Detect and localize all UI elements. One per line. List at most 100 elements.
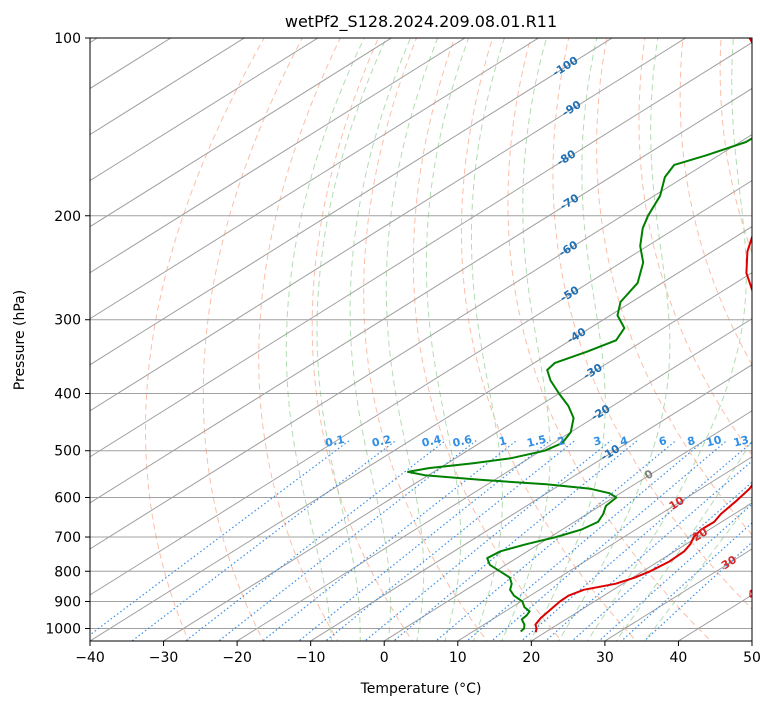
mixing-ratio-line [620,522,752,641]
x-tick-label: 30 [596,650,614,666]
isotherm [90,38,540,320]
x-tick-label: −10 [296,650,326,666]
dry-adiabats [145,38,752,641]
isotherm [90,226,752,641]
mixing-ratio-line [643,541,752,641]
y-tick-label: 400 [54,387,81,403]
mixing-ratio-line [434,439,677,641]
dry-adiabat [460,38,637,641]
moist-adiabat [285,38,365,641]
mixing-ratio-label: 1 [498,434,508,448]
temperature-profile [534,38,752,633]
dry-adiabat [202,38,303,641]
mixing-ratio-lines [90,439,752,641]
mixing-ratio-label: 1.5 [526,433,548,450]
isotherm [162,272,752,641]
moist-adiabat [425,38,470,641]
x-tick-label: −30 [149,650,179,666]
isotherm [90,133,752,550]
x-axis-ticks: −40 −30 −20 −10 0 10 20 30 40 50 [75,641,761,666]
isotherm [90,38,319,182]
y-tick-label: 300 [54,313,81,329]
mixing-ratio-line [297,439,551,641]
isotherm [90,38,466,274]
dry-adiabat [311,38,414,641]
isotherm [90,38,393,228]
y-tick-label: 200 [54,209,81,225]
mixing-ratio-labels: 0.10.20.40.611.52346810131620253036 [324,433,750,450]
mixing-ratio-label: 0.1 [324,433,346,450]
plot-frame [89,37,753,642]
chart-title: wetPf2_S128.2024.209.08.01.R11 [285,12,557,32]
mixing-ratio-line [130,439,397,641]
mixing-ratio-label: 6 [657,434,668,449]
isotherm [90,87,752,504]
dry-adiabat [363,38,488,641]
y-tick-label: 700 [54,530,81,546]
profile-series [407,38,752,633]
x-tick-label: 20 [522,650,540,666]
mixing-ratio-label: 0.2 [371,433,393,450]
dry-adiabat [145,38,265,641]
x-tick-label: 40 [670,650,688,666]
plot-area: -100-90-80-70-60-50-40-30-20-10010203040… [90,38,765,641]
dry-adiabat [412,38,563,641]
y-axis-ticks: 1000 900 800 700 600 500 400 300 200 100 [45,31,90,637]
mixing-ratio-label: 2 [556,434,566,448]
dewpoint-profile [407,137,752,633]
mixing-ratio-line [90,439,351,636]
x-tick-label: −40 [75,650,105,666]
isotherm [530,502,752,641]
isotherm [456,456,752,641]
isotherm [236,318,752,641]
dry-adiabat [258,38,341,641]
y-tick-label: 900 [54,594,81,610]
y-tick-label: 600 [54,490,81,506]
isotherm [90,180,752,596]
isotherm [90,38,246,136]
mixing-ratio-label: 8 [686,434,697,448]
x-tick-label: 10 [449,650,467,666]
x-tick-label: 0 [380,650,389,666]
dry-adiabat [596,38,752,536]
y-tick-label: 800 [54,564,81,580]
mixing-ratio-label: 0.6 [451,433,473,450]
mixing-ratio-line [184,439,447,641]
isotherms [90,38,752,641]
mixing-ratio-line [363,439,612,641]
mixing-ratio-line [520,441,752,641]
x-axis-label: Temperature (°C) [360,681,482,697]
dry-adiabat [507,38,712,641]
y-tick-label: 500 [54,444,81,460]
x-tick-label: 50 [743,650,761,666]
dry-adiabat [552,38,752,610]
mixing-ratio-line [261,439,518,641]
mixing-ratio-label: 4 [619,434,630,449]
y-tick-label: 1000 [45,621,81,637]
moist-adiabat [644,498,752,641]
isotherm [90,38,687,412]
isotherm-label: 40 [745,583,765,602]
mixing-ratio-label: 3 [592,434,602,448]
y-tick-label: 100 [54,31,81,47]
isotherm [90,41,752,458]
moist-adiabat [385,38,439,641]
x-tick-label: −20 [222,650,252,666]
mixing-ratio-line [324,439,576,641]
mixing-ratio-label: 13 [732,433,750,449]
mixing-ratio-line [217,439,477,641]
dry-adiabat [719,38,752,255]
moist-adiabat [615,439,752,641]
isotherm [309,364,752,641]
dry-adiabat [638,38,752,456]
isotherm [90,38,613,366]
mixing-ratio-label: 10 [705,433,723,449]
isotherm [383,410,752,641]
mixing-ratio-line [392,439,639,641]
mixing-ratio-line [544,460,752,641]
moist-adiabat [349,38,411,641]
y-axis-label: Pressure (hPa) [12,290,28,390]
mixing-ratio-label: 0.4 [421,433,443,450]
